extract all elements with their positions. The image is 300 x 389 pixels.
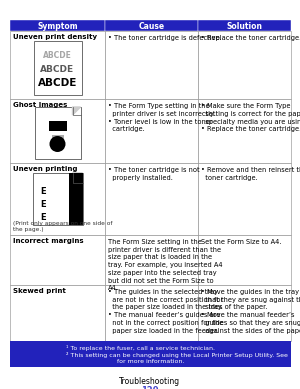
Text: • Make sure the Form Type
  setting is correct for the paper or
  specialty medi: • Make sure the Form Type setting is cor… (201, 103, 300, 132)
Bar (105, 235, 198, 285)
Polygon shape (73, 173, 82, 183)
Bar (198, 285, 291, 341)
Text: Incorrect margins: Incorrect margins (13, 238, 84, 244)
Bar (198, 99, 291, 163)
Bar (32, 173, 82, 225)
Bar (34, 107, 80, 159)
Text: Set the Form Size to A4.: Set the Form Size to A4. (201, 239, 281, 245)
Bar (10, 163, 105, 235)
Text: ABCDE: ABCDE (38, 78, 77, 88)
Text: ABCDE: ABCDE (40, 65, 75, 74)
Circle shape (50, 136, 65, 152)
Text: Ghost Images: Ghost Images (13, 102, 68, 108)
Text: The Form Size setting in the
printer driver is different than the
size paper tha: The Form Size setting in the printer dri… (108, 239, 223, 291)
Text: 120: 120 (141, 386, 159, 389)
Bar (198, 20, 291, 31)
Bar (52, 135, 64, 142)
Bar (198, 163, 291, 235)
Bar (105, 31, 198, 99)
Text: for more information.: for more information. (117, 359, 184, 364)
Bar (68, 173, 83, 225)
Bar (105, 20, 198, 31)
Bar (34, 41, 82, 95)
Bar (10, 341, 291, 367)
Text: Symptom: Symptom (37, 21, 78, 30)
Text: Troubleshooting: Troubleshooting (119, 377, 181, 386)
Text: ¹ To replace the fuser, call a service technician.: ¹ To replace the fuser, call a service t… (66, 345, 215, 351)
Text: • Replace the toner cartridge.: • Replace the toner cartridge. (201, 35, 300, 41)
Text: • The toner cartridge is defective.: • The toner cartridge is defective. (108, 35, 222, 41)
Text: Uneven printing: Uneven printing (13, 166, 77, 172)
Bar (10, 31, 105, 99)
Bar (198, 235, 291, 285)
Bar (10, 20, 105, 31)
Text: ABCDE: ABCDE (43, 51, 72, 60)
Text: • The guides in the selected tray
  are not in the correct position for
  the pa: • The guides in the selected tray are no… (108, 289, 224, 334)
Bar (198, 31, 291, 99)
Text: Uneven print density: Uneven print density (13, 34, 97, 40)
Text: E: E (40, 200, 46, 209)
Bar (105, 163, 198, 235)
Bar (105, 285, 198, 341)
Text: (Print only appears on one side of
the page.): (Print only appears on one side of the p… (13, 221, 112, 232)
Text: • Remove and then reinsert the
  toner cartridge.: • Remove and then reinsert the toner car… (201, 167, 300, 181)
Text: E: E (40, 187, 46, 196)
Bar (10, 285, 105, 341)
Bar (105, 99, 198, 163)
Text: ² This setting can be changed using the Local Printer Setup Utility. See: ² This setting can be changed using the … (66, 352, 288, 358)
Text: Cause: Cause (138, 21, 165, 30)
Text: Solution: Solution (226, 21, 262, 30)
Text: • The Form Type setting in the
  printer driver is set incorrectly.
• Toner leve: • The Form Type setting in the printer d… (108, 103, 215, 132)
Text: • Move the guides in the tray so
  that they are snug against the
  sides of the: • Move the guides in the tray so that th… (201, 289, 300, 334)
Bar (49, 121, 67, 131)
Text: • The toner cartridge is not
  properly installed.: • The toner cartridge is not properly in… (108, 167, 200, 181)
Text: Skewed print: Skewed print (13, 288, 66, 294)
Text: E: E (40, 213, 46, 222)
Bar (10, 99, 105, 163)
Bar (10, 235, 105, 285)
Polygon shape (73, 107, 80, 115)
